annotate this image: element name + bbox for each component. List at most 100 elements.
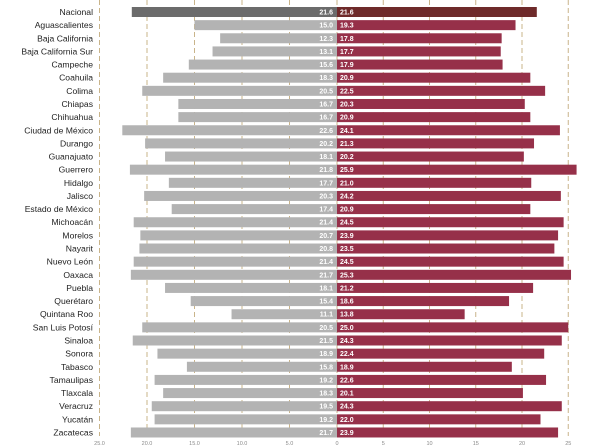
bar-left: [163, 72, 337, 83]
value-label-right: 25.0: [340, 325, 354, 332]
bar-left: [145, 138, 337, 149]
x-axis-ticks: 25.0 20.0 15.0 10.0 5.0 0 5 10 15 20 25: [94, 441, 571, 447]
value-label-left: 21.6: [319, 10, 333, 17]
value-label-left: 13.1: [319, 49, 333, 56]
category-label: Coahuila: [59, 73, 93, 83]
bar-right: [337, 112, 531, 123]
category-label: Zacatecas: [53, 427, 93, 437]
value-label-right: 25.9: [340, 167, 354, 174]
value-label-left: 17.7: [319, 180, 333, 187]
bar-left: [142, 322, 337, 333]
bar-left: [144, 190, 337, 201]
value-label-right: 18.9: [340, 364, 354, 371]
value-label-left: 21.4: [319, 259, 333, 266]
bar-left: [154, 414, 337, 425]
value-label-right: 23.5: [340, 246, 354, 253]
category-label: Aguascalientes: [35, 20, 93, 30]
value-label-left: 18.3: [319, 391, 333, 398]
bar-left: [129, 164, 337, 175]
bar-right: [337, 20, 516, 31]
bar-left: [130, 269, 337, 280]
bar-left: [178, 112, 337, 123]
value-label-right: 17.9: [340, 62, 354, 69]
value-label-left: 19.2: [319, 377, 333, 384]
bar-left: [139, 243, 337, 254]
bar-right: [337, 138, 535, 149]
value-label-right: 24.2: [340, 193, 354, 200]
value-label-right: 22.0: [340, 417, 354, 424]
value-label-left: 20.3: [319, 193, 333, 200]
value-label-right: 24.1: [340, 128, 354, 135]
bar-right: [337, 282, 534, 293]
value-label-left: 21.5: [319, 338, 333, 345]
bar-left: [122, 125, 337, 136]
x-tick-label: 20: [519, 441, 525, 447]
value-label-left: 17.4: [319, 207, 333, 214]
bar-right: [337, 427, 559, 438]
bars: 21.6 21.6 15.0 19.3 12.3 17.8 13.1 17.7 15.6 17.9…: [122, 7, 577, 438]
bar-left: [130, 427, 337, 438]
category-label: Chihuahua: [51, 112, 93, 122]
bar-right: [337, 190, 561, 201]
category-labels: Nacional Aguascalientes Baja California Baj…: [21, 7, 93, 437]
value-label-right: 22.6: [340, 377, 354, 384]
value-label-left: 19.5: [319, 404, 333, 411]
bar-left: [131, 7, 337, 17]
value-label-left: 15.8: [319, 364, 333, 371]
bar-left: [168, 177, 337, 188]
bar-right: [337, 85, 546, 96]
category-label: Ciudad de México: [24, 125, 93, 135]
value-label-left: 18.1: [319, 285, 333, 292]
bar-left: [220, 33, 337, 44]
bar-right: [337, 217, 564, 228]
bar-left: [190, 296, 337, 307]
value-label-left: 15.6: [319, 62, 333, 69]
x-tick-label: 15.0: [189, 441, 200, 447]
bar-right: [337, 243, 555, 254]
value-label-right: 18.6: [340, 299, 354, 306]
bar-left: [212, 46, 337, 57]
value-label-right: 24.5: [340, 259, 354, 266]
value-label-left: 20.8: [319, 246, 333, 253]
value-label-right: 24.3: [340, 404, 354, 411]
bar-right: [337, 46, 501, 57]
bar-left: [165, 282, 337, 293]
bar-right: [337, 256, 564, 267]
category-label: Tabasco: [61, 362, 93, 372]
category-label: Sonora: [65, 349, 93, 359]
value-label-left: 20.5: [319, 325, 333, 332]
category-label: Michoacán: [51, 217, 93, 227]
value-label-right: 22.4: [340, 351, 354, 358]
value-label-left: 16.7: [319, 101, 333, 108]
bar-left: [157, 348, 337, 359]
category-label: Baja California: [37, 33, 93, 43]
value-label-left: 21.7: [319, 272, 333, 279]
value-label-left: 20.5: [319, 88, 333, 95]
bar-right: [337, 296, 510, 307]
value-label-right: 21.6: [340, 10, 354, 17]
bar-right: [337, 7, 537, 17]
bar-left: [163, 388, 337, 399]
x-tick-label: 25: [565, 441, 571, 447]
value-label-right: 20.9: [340, 207, 354, 214]
category-label: Quintana Roo: [40, 309, 93, 319]
bar-left: [188, 59, 337, 70]
value-label-right: 24.5: [340, 220, 354, 227]
x-tick-label: 20.0: [142, 441, 153, 447]
value-label-right: 23.9: [340, 430, 354, 437]
bar-right: [337, 177, 532, 188]
bar-right: [337, 59, 503, 70]
value-label-left: 18.9: [319, 351, 333, 358]
bar-right: [337, 322, 569, 333]
category-label: San Luis Potosí: [33, 322, 94, 332]
value-label-right: 21.3: [340, 141, 354, 148]
category-label: Querétaro: [54, 296, 93, 306]
category-label: Campeche: [51, 60, 93, 70]
bar-left: [194, 20, 337, 31]
category-label: Jalisco: [67, 191, 93, 201]
value-label-right: 20.3: [340, 101, 354, 108]
value-label-left: 18.3: [319, 75, 333, 82]
value-label-right: 23.9: [340, 233, 354, 240]
value-label-left: 21.7: [319, 430, 333, 437]
value-label-right: 20.2: [340, 154, 354, 161]
